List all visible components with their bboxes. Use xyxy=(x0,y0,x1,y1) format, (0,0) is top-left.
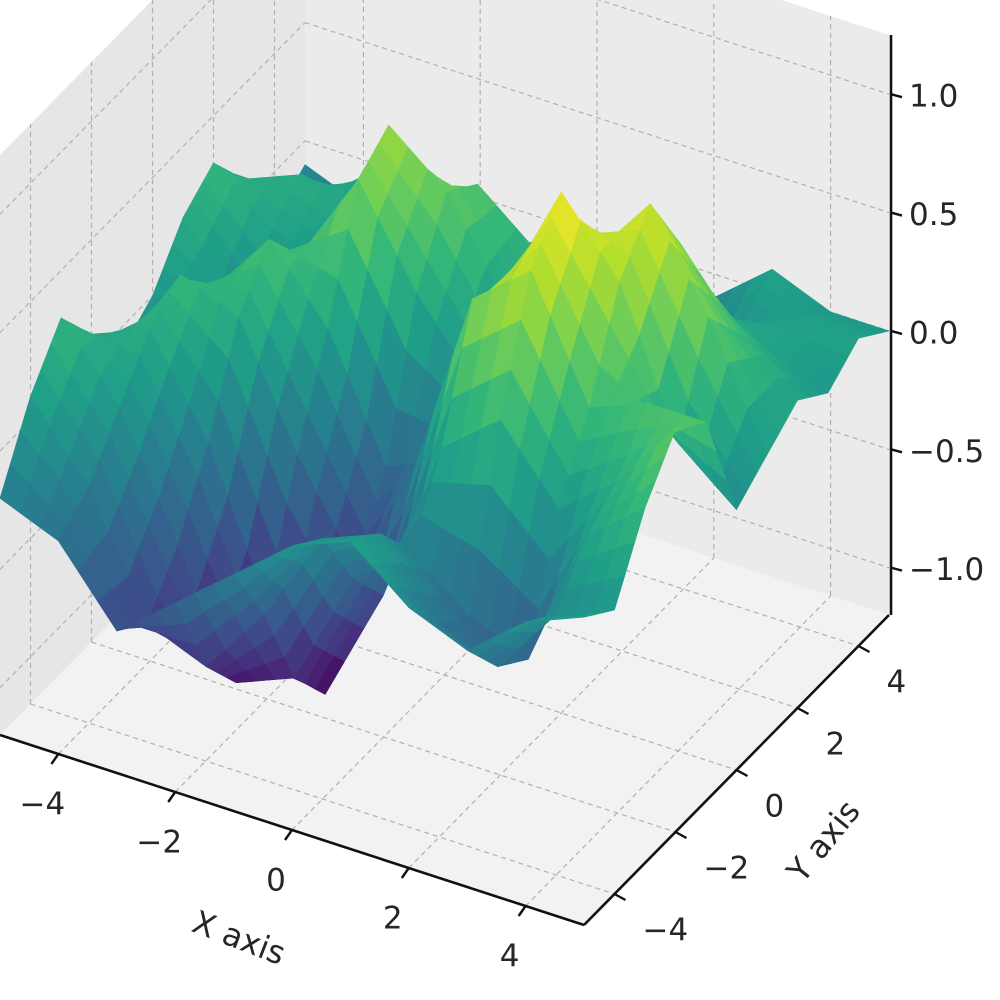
z-tick-label: 0.5 xyxy=(909,197,958,233)
y-tick-label: 4 xyxy=(887,665,907,701)
x-tick-label: 4 xyxy=(500,939,520,975)
x-axis-label: X axis xyxy=(187,903,290,973)
x-tick-mark xyxy=(284,829,293,841)
gridline-y-floor xyxy=(91,641,676,833)
gridline-y-floor xyxy=(30,703,615,895)
x-tick-label: 2 xyxy=(383,901,403,937)
y-axis-label: Y axis xyxy=(779,793,868,891)
x-tick-mark xyxy=(517,905,527,917)
surface-facet xyxy=(564,614,595,620)
z-tick-mark xyxy=(890,448,903,454)
gridline-z-left xyxy=(0,22,306,333)
y-tick-mark xyxy=(857,644,871,654)
z-tick-label: 1.0 xyxy=(909,79,958,115)
z-tick-mark xyxy=(890,93,903,99)
z-tick-label: 0.0 xyxy=(909,315,958,351)
y-tick-mark xyxy=(613,892,627,902)
axis-ticks: −4 −2 0 2 4 −4 −2 0 2 4 −1.0 −0.5 0.0 0.5 1.0 xyxy=(20,79,985,975)
y-tick-label: −4 xyxy=(643,913,689,949)
y-tick-label: 0 xyxy=(765,789,785,825)
gridline-x-floor xyxy=(408,557,715,869)
gridline-z-back xyxy=(304,21,890,214)
gridline-z-left xyxy=(0,0,212,215)
x-tick-label: 0 xyxy=(266,863,286,899)
y-tick-label: −2 xyxy=(704,851,750,887)
y-tick-label: 2 xyxy=(826,727,846,763)
x-tick-label: −4 xyxy=(20,787,66,823)
y-tick-mark xyxy=(674,830,688,840)
x-tick-mark xyxy=(50,753,60,765)
z-tick-label: −0.5 xyxy=(909,434,984,470)
z-tick-label: −1.0 xyxy=(909,552,984,588)
z-tick-mark xyxy=(890,566,903,572)
x-tick-mark xyxy=(400,867,410,879)
surface-mesh xyxy=(0,124,890,695)
x-tick-label: −2 xyxy=(136,825,182,861)
z-tick-mark xyxy=(890,211,903,217)
z-tick-mark xyxy=(890,329,903,336)
y-tick-mark xyxy=(735,768,749,778)
x-tick-mark xyxy=(167,791,177,803)
y-tick-mark xyxy=(796,706,810,716)
